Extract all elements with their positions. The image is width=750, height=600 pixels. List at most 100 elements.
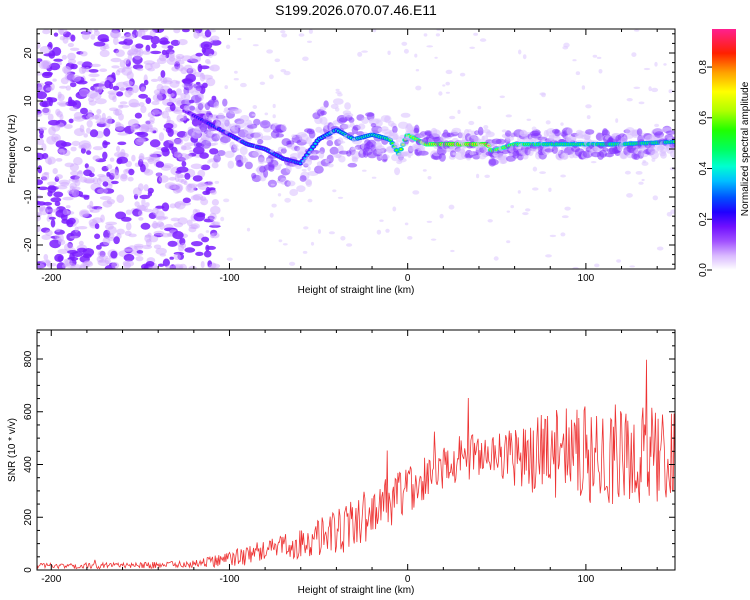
noise-cell	[122, 80, 134, 86]
noise-cell	[161, 202, 170, 212]
noise-cell	[59, 85, 67, 89]
noise-cell	[69, 106, 78, 112]
faint-cell	[280, 30, 286, 34]
noise-cell	[37, 71, 43, 76]
spectral-halo	[224, 150, 235, 158]
noise-cell	[210, 233, 215, 239]
noise-cell	[107, 226, 117, 235]
spectral-halo	[348, 117, 355, 123]
noise-cell	[158, 132, 165, 142]
ridge-core	[399, 148, 403, 151]
spectral-halo	[438, 153, 446, 162]
noise-cell	[125, 222, 132, 231]
spectral-halo	[636, 128, 643, 136]
noise-cell	[167, 240, 178, 247]
faint-cell	[506, 210, 510, 213]
noise-cell	[210, 205, 221, 215]
faint-cell	[477, 105, 482, 110]
spectral-halo	[280, 124, 287, 131]
spectral-halo	[413, 127, 420, 134]
faint-cell	[301, 169, 307, 172]
faint-cell	[234, 148, 240, 152]
noise-cell	[110, 57, 122, 63]
noise-cell	[62, 149, 71, 157]
noise-cell	[47, 113, 54, 122]
faint-cell	[213, 142, 218, 146]
colorbar-tick-label: 0.0	[698, 263, 709, 277]
faint-cell	[525, 138, 529, 142]
spectral-halo	[347, 162, 358, 168]
noise-cell	[55, 174, 63, 180]
noise-cell	[156, 57, 167, 65]
noise-cell	[42, 60, 52, 69]
noise-cell	[83, 133, 88, 138]
noise-cell	[107, 237, 115, 241]
faint-cell	[346, 243, 353, 247]
noise-cell	[55, 158, 63, 162]
noise-cell	[115, 70, 121, 76]
noise-cell	[93, 41, 106, 47]
noise-cell	[190, 163, 203, 170]
noise-cell	[159, 37, 169, 45]
noise-cell	[111, 65, 120, 69]
faint-cell	[206, 61, 211, 65]
noise-cell	[131, 154, 136, 162]
noise-cell	[68, 118, 74, 124]
faint-cell	[234, 70, 238, 74]
noise-cell	[181, 55, 193, 62]
x-tick-label: -100	[219, 273, 239, 284]
noise-cell	[141, 198, 146, 207]
noise-cell	[94, 114, 102, 121]
faint-cell	[422, 169, 427, 172]
faint-cell	[439, 213, 444, 219]
faint-cell	[532, 166, 538, 172]
noise-cell	[138, 217, 144, 221]
spectrogram-xlabel: Height of straight line (km)	[298, 285, 415, 296]
spectral-halo	[305, 137, 312, 145]
noise-cell	[67, 42, 74, 48]
noise-cell	[180, 242, 187, 249]
noise-cell	[37, 224, 41, 233]
noise-cell	[162, 77, 168, 84]
ridge-core	[312, 145, 315, 148]
noise-cell	[153, 244, 162, 250]
noise-cell	[100, 45, 107, 51]
spectral-halo	[222, 98, 228, 107]
faint-cell	[572, 266, 579, 269]
noise-cell	[160, 233, 172, 238]
noise-cell	[152, 207, 159, 215]
faint-cell	[459, 72, 466, 77]
noise-cell	[184, 172, 191, 180]
faint-cell	[252, 44, 259, 47]
faint-cell	[269, 74, 274, 80]
faint-cell	[486, 130, 492, 135]
faint-cell	[426, 220, 433, 223]
noise-cell	[99, 118, 105, 124]
noise-cell	[76, 170, 84, 178]
spectral-halo	[338, 155, 346, 163]
faint-cell	[483, 125, 489, 130]
noise-cell	[58, 179, 71, 185]
noise-cell	[90, 34, 96, 40]
noise-cell	[119, 87, 126, 91]
noise-cell	[116, 194, 125, 203]
spectral-halo	[257, 157, 265, 165]
noise-cell	[161, 110, 169, 119]
noise-cell	[137, 137, 146, 143]
faint-cell	[220, 216, 225, 222]
faint-cell	[517, 190, 521, 194]
spectral-halo	[213, 101, 220, 109]
faint-cell	[626, 193, 633, 198]
faint-cell	[427, 176, 432, 180]
noise-cell	[89, 129, 99, 138]
spectral-halo	[585, 129, 595, 135]
spectral-halo	[285, 164, 292, 173]
spectral-halo	[431, 129, 441, 138]
faint-cell	[479, 38, 487, 42]
faint-cell	[478, 143, 485, 148]
noise-cell	[88, 100, 97, 106]
noise-cell	[59, 29, 64, 36]
faint-cell	[412, 190, 420, 195]
noise-cell	[179, 263, 187, 269]
ridge-core	[309, 148, 313, 151]
